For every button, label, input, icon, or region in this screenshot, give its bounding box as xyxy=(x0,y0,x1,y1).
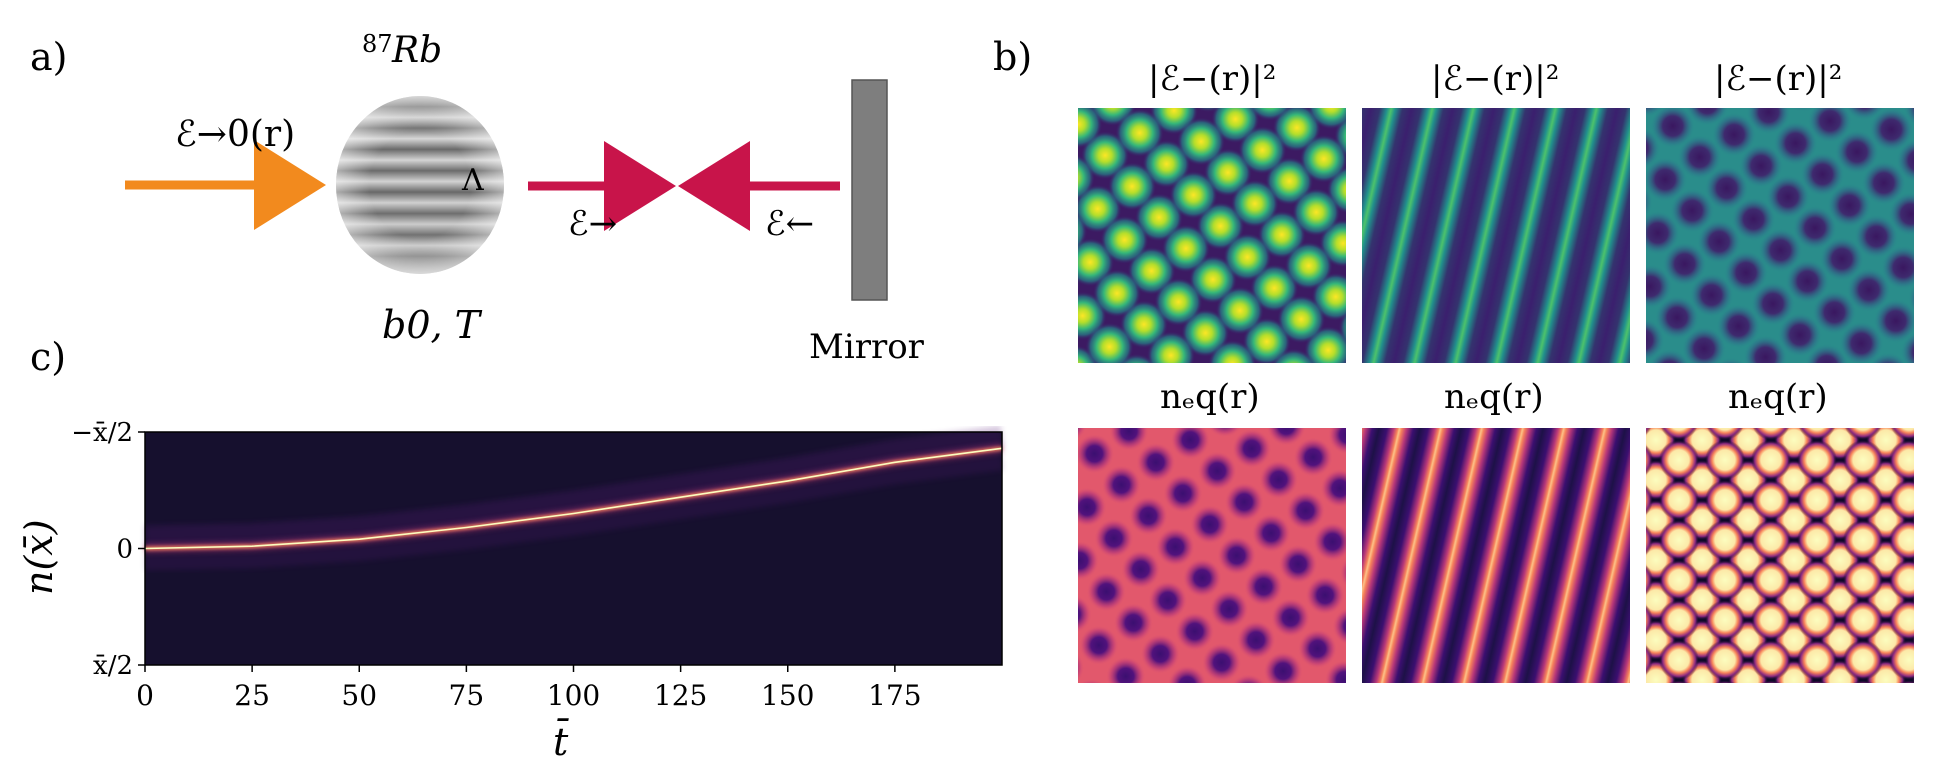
heatmap-halo-lower xyxy=(144,454,1004,571)
x-tick-label: 125 xyxy=(654,679,707,712)
density-pattern-hexagonal xyxy=(1078,428,1346,683)
density-pattern-honeycomb xyxy=(1646,428,1914,683)
x-tick-label: 50 xyxy=(341,679,377,712)
heatmap-halo-upper xyxy=(144,425,1004,548)
y-tick-label: −x̄/2 xyxy=(71,418,133,448)
x-tick-label: 175 xyxy=(868,679,921,712)
cloud-params-label: b0, T xyxy=(382,303,483,347)
y-tick-label: x̄/2 xyxy=(93,651,133,681)
density-title-3: nₑq(r) xyxy=(1728,377,1828,417)
panel-label-b: b) xyxy=(993,35,1032,79)
heatmap-trace-peak xyxy=(144,447,1003,550)
forward-field-label: ℰ→ xyxy=(568,204,617,244)
y-axis-label: n(x̄) xyxy=(17,519,61,595)
density-title-1: nₑq(r) xyxy=(1160,377,1260,417)
x-tick-label: 0 xyxy=(136,679,154,712)
mirror xyxy=(851,79,888,301)
field-title-3: |ℰ−(r)|² xyxy=(1714,59,1842,99)
density-pattern-stripes xyxy=(1362,428,1630,683)
x-axis-label: t̄ xyxy=(553,719,570,764)
x-tick-label: 25 xyxy=(234,679,270,712)
lattice-symbol: Λ xyxy=(461,163,484,198)
field-pattern-honeycomb xyxy=(1646,108,1914,363)
heatmap-plot: 0 25 50 75 100 125 150 175 −x̄/20x̄/2 xyxy=(71,418,1004,712)
field-title-1: |ℰ−(r)|² xyxy=(1148,59,1276,99)
panel-label-a: a) xyxy=(30,35,67,79)
x-tick-label: 75 xyxy=(449,679,485,712)
density-title-2: nₑq(r) xyxy=(1444,377,1544,417)
field-pattern-hexagonal xyxy=(1078,108,1346,363)
mirror-label: Mirror xyxy=(809,327,925,367)
field-pattern-stripes xyxy=(1362,108,1630,363)
panel-label-c: c) xyxy=(30,335,66,379)
y-tick-label: 0 xyxy=(116,535,133,565)
atom-mass-number: 87 xyxy=(362,30,393,58)
atom-symbol: Rb xyxy=(391,30,442,71)
x-tick-label: 150 xyxy=(761,679,814,712)
field-title-2: |ℰ−(r)|² xyxy=(1431,59,1559,99)
backward-field-label: ℰ← xyxy=(765,204,814,244)
input-field-label: ℰ→0(r) xyxy=(175,114,295,155)
atom-cloud-label: 87 Rb xyxy=(362,30,442,71)
x-tick-label: 100 xyxy=(547,679,600,712)
